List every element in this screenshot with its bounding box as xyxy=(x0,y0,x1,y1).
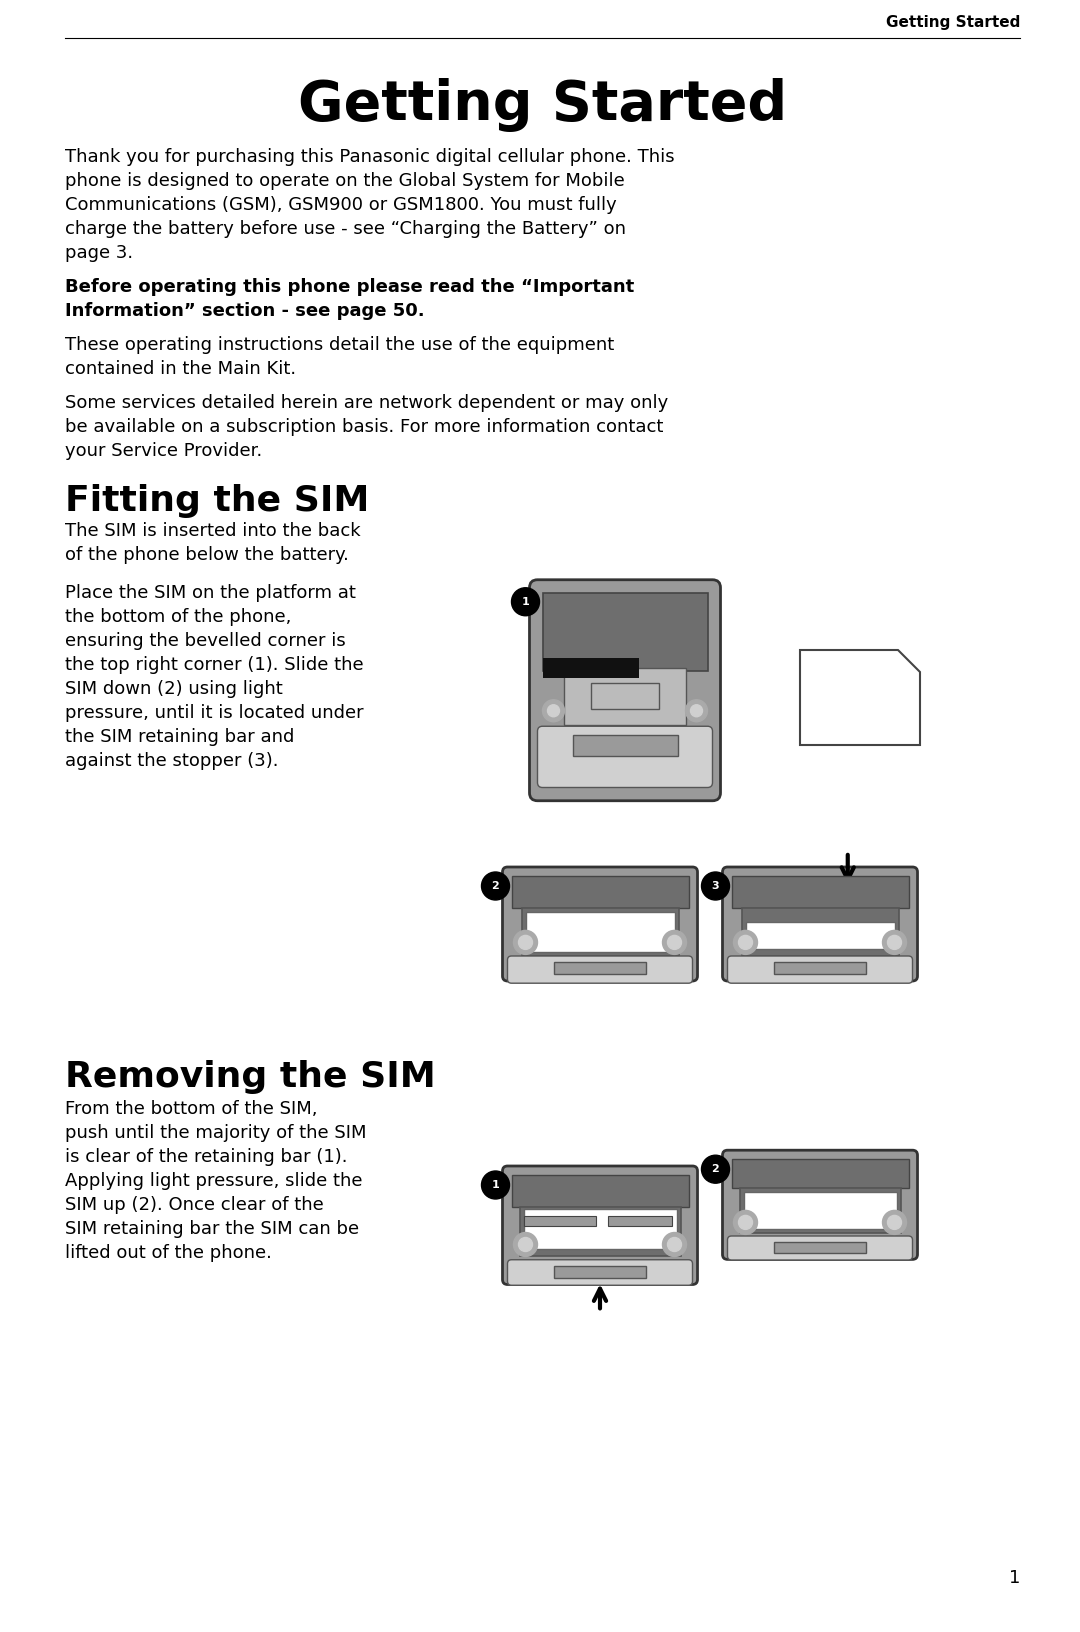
Circle shape xyxy=(686,700,707,721)
Circle shape xyxy=(548,705,559,716)
Bar xyxy=(572,736,677,756)
Circle shape xyxy=(882,930,906,955)
Bar xyxy=(773,1242,866,1253)
Circle shape xyxy=(739,1216,753,1229)
Text: 2: 2 xyxy=(712,1164,719,1173)
Text: against the stopper (3).: against the stopper (3). xyxy=(65,752,279,770)
Circle shape xyxy=(662,930,687,955)
Circle shape xyxy=(513,1232,538,1257)
FancyBboxPatch shape xyxy=(728,1235,913,1260)
Text: 1: 1 xyxy=(522,597,529,607)
Text: Getting Started: Getting Started xyxy=(886,15,1020,29)
FancyBboxPatch shape xyxy=(508,956,692,982)
Text: is clear of the retaining bar (1).: is clear of the retaining bar (1). xyxy=(65,1147,348,1165)
Text: Before operating this phone please read the “Important: Before operating this phone please read … xyxy=(65,277,634,295)
Text: 1: 1 xyxy=(491,1180,499,1190)
Bar xyxy=(526,912,675,951)
FancyBboxPatch shape xyxy=(502,867,698,981)
Text: Communications (GSM), GSM900 or GSM1800. You must fully: Communications (GSM), GSM900 or GSM1800.… xyxy=(65,196,617,214)
Bar xyxy=(745,922,894,948)
Bar xyxy=(512,876,689,907)
Bar xyxy=(564,667,686,725)
Text: page 3.: page 3. xyxy=(65,245,133,263)
Circle shape xyxy=(482,871,510,899)
Bar xyxy=(522,907,678,956)
Circle shape xyxy=(702,1155,729,1183)
Text: Fitting the SIM: Fitting the SIM xyxy=(65,485,369,517)
Circle shape xyxy=(739,935,753,950)
Text: Getting Started: Getting Started xyxy=(298,78,787,132)
FancyBboxPatch shape xyxy=(524,1209,676,1248)
Text: 1: 1 xyxy=(1009,1568,1020,1586)
Bar xyxy=(773,961,866,974)
Bar xyxy=(519,1206,680,1255)
Text: Removing the SIM: Removing the SIM xyxy=(65,1061,435,1093)
Text: Information” section - see page 50.: Information” section - see page 50. xyxy=(65,302,424,320)
Text: phone is designed to operate on the Global System for Mobile: phone is designed to operate on the Glob… xyxy=(65,171,624,189)
Bar xyxy=(542,592,707,671)
Text: push until the majority of the SIM: push until the majority of the SIM xyxy=(65,1124,366,1142)
Circle shape xyxy=(513,930,538,955)
Text: Place the SIM on the platform at: Place the SIM on the platform at xyxy=(65,584,356,602)
Text: Some services detailed herein are network dependent or may only: Some services detailed herein are networ… xyxy=(65,393,669,411)
Text: be available on a subscription basis. For more information contact: be available on a subscription basis. Fo… xyxy=(65,418,663,436)
Bar xyxy=(592,682,659,708)
FancyBboxPatch shape xyxy=(502,1165,698,1284)
Circle shape xyxy=(702,871,729,899)
Circle shape xyxy=(512,588,540,615)
Bar xyxy=(512,1175,689,1206)
Circle shape xyxy=(733,930,757,955)
Text: 3: 3 xyxy=(712,881,719,891)
Text: of the phone below the battery.: of the phone below the battery. xyxy=(65,547,349,565)
Text: 2: 2 xyxy=(491,881,499,891)
Circle shape xyxy=(888,935,902,950)
Bar xyxy=(554,1265,646,1278)
Circle shape xyxy=(882,1211,906,1234)
Text: SIM up (2). Once clear of the: SIM up (2). Once clear of the xyxy=(65,1196,324,1214)
Text: the bottom of the phone,: the bottom of the phone, xyxy=(65,609,292,627)
FancyBboxPatch shape xyxy=(723,867,918,981)
Bar xyxy=(740,1188,901,1232)
Text: pressure, until it is located under: pressure, until it is located under xyxy=(65,703,364,721)
FancyBboxPatch shape xyxy=(723,1151,918,1260)
Text: SIM down (2) using light: SIM down (2) using light xyxy=(65,681,283,698)
Bar xyxy=(608,1216,673,1226)
Circle shape xyxy=(662,1232,687,1257)
Bar xyxy=(554,961,646,974)
Text: the SIM retaining bar and: the SIM retaining bar and xyxy=(65,728,295,746)
Circle shape xyxy=(542,700,565,721)
Bar xyxy=(524,1216,596,1226)
Circle shape xyxy=(667,935,681,950)
Circle shape xyxy=(518,1237,532,1252)
Circle shape xyxy=(482,1172,510,1200)
Bar xyxy=(743,1191,896,1229)
Text: These operating instructions detail the use of the equipment: These operating instructions detail the … xyxy=(65,336,615,354)
Text: contained in the Main Kit.: contained in the Main Kit. xyxy=(65,361,296,379)
Text: Applying light pressure, slide the: Applying light pressure, slide the xyxy=(65,1172,363,1190)
Text: ensuring the bevelled corner is: ensuring the bevelled corner is xyxy=(65,632,346,650)
Bar xyxy=(742,907,899,956)
Text: SIM retaining bar the SIM can be: SIM retaining bar the SIM can be xyxy=(65,1221,360,1239)
Text: Thank you for purchasing this Panasonic digital cellular phone. This: Thank you for purchasing this Panasonic … xyxy=(65,149,675,166)
Text: From the bottom of the SIM,: From the bottom of the SIM, xyxy=(65,1100,318,1118)
Circle shape xyxy=(733,1211,757,1234)
Bar xyxy=(731,876,908,907)
FancyBboxPatch shape xyxy=(538,726,713,788)
Text: The SIM is inserted into the back: The SIM is inserted into the back xyxy=(65,522,361,540)
Bar xyxy=(731,1159,908,1188)
Bar xyxy=(542,658,638,677)
Circle shape xyxy=(690,705,702,716)
FancyBboxPatch shape xyxy=(529,579,720,801)
Text: the top right corner (1). Slide the: the top right corner (1). Slide the xyxy=(65,656,364,674)
Text: charge the battery before use - see “Charging the Battery” on: charge the battery before use - see “Cha… xyxy=(65,220,626,238)
Text: your Service Provider.: your Service Provider. xyxy=(65,442,262,460)
FancyBboxPatch shape xyxy=(508,1260,692,1286)
Polygon shape xyxy=(800,650,920,744)
Text: lifted out of the phone.: lifted out of the phone. xyxy=(65,1244,272,1262)
Circle shape xyxy=(667,1237,681,1252)
FancyBboxPatch shape xyxy=(728,956,913,982)
Circle shape xyxy=(888,1216,902,1229)
Circle shape xyxy=(518,935,532,950)
